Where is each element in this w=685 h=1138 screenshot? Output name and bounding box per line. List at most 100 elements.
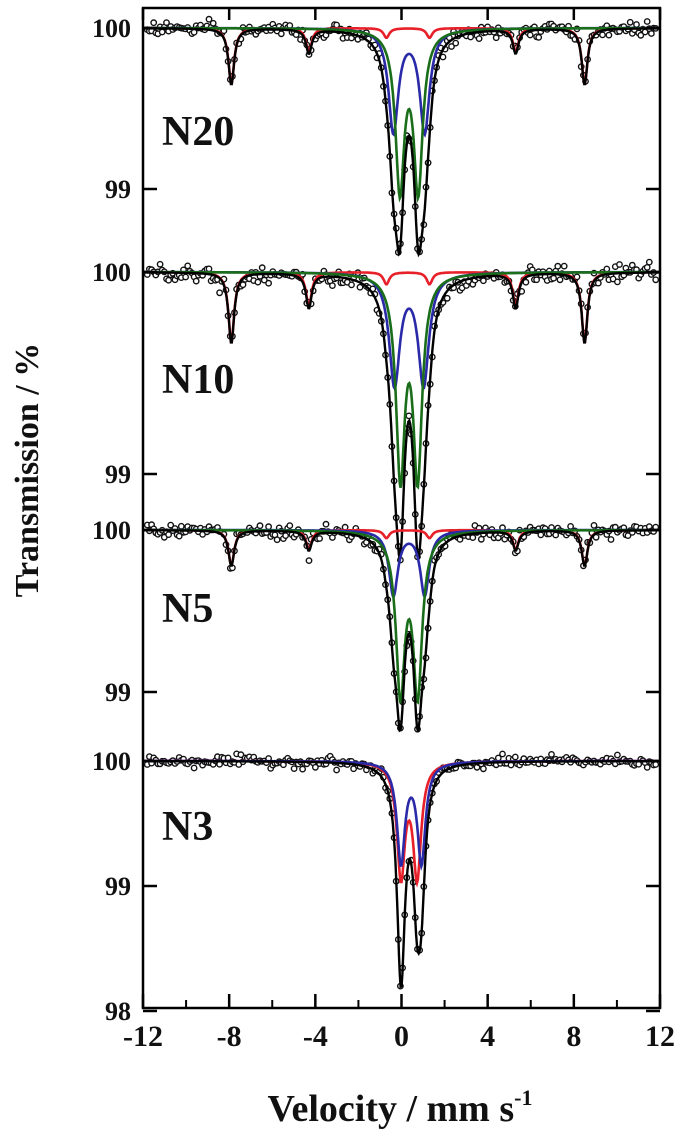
- data-point: [645, 258, 653, 266]
- data-point: [156, 260, 164, 268]
- data-point: [265, 279, 272, 287]
- data-point: [554, 262, 562, 270]
- data-point: [614, 278, 621, 286]
- data-point: [550, 274, 557, 282]
- data-point: [182, 273, 190, 281]
- data-point: [479, 765, 487, 773]
- data-point: [333, 766, 340, 774]
- data-point: [469, 534, 477, 541]
- panel-label: N20: [162, 109, 234, 155]
- data-point: [311, 763, 319, 771]
- data-point: [605, 31, 613, 39]
- y-tick-label: 100: [92, 258, 131, 287]
- total-fit-curve: [143, 759, 660, 989]
- plot-frame: [141, 6, 662, 1010]
- data-point: [448, 43, 455, 50]
- data-point: [552, 531, 560, 539]
- data-point: [177, 522, 185, 530]
- data-point: [603, 265, 611, 273]
- data-point: [192, 277, 200, 285]
- x-tick-label: 4: [480, 1020, 495, 1053]
- data-point: [535, 34, 543, 41]
- data-point: [184, 262, 192, 270]
- data-point: [475, 35, 483, 42]
- data-point: [556, 276, 564, 284]
- data-point: [205, 265, 213, 273]
- data-point: [150, 19, 158, 27]
- data-point: [499, 750, 506, 758]
- data-point: [282, 532, 289, 539]
- data-point: [265, 523, 272, 531]
- y-tick-label: 99: [105, 460, 131, 489]
- y-tick-label: 100: [92, 14, 131, 43]
- x-axis-label: Velocity / mm s-1: [268, 1085, 533, 1130]
- panel-label: N5: [162, 586, 213, 632]
- data-point: [537, 531, 545, 539]
- data-point: [254, 278, 262, 286]
- y-tick-label: 99: [105, 872, 131, 901]
- data-point: [316, 535, 323, 542]
- data-point: [290, 765, 298, 772]
- data-point: [648, 30, 655, 37]
- data-point: [356, 283, 364, 291]
- doublet-2-fit-curve: [143, 270, 660, 490]
- data-point: [348, 281, 355, 289]
- data-point: [167, 521, 175, 529]
- data-point: [590, 522, 598, 529]
- data-point: [443, 294, 451, 302]
- data-point: [633, 21, 640, 28]
- y-tick-label: 100: [92, 516, 131, 545]
- data-points: [143, 750, 660, 990]
- data-point: [643, 18, 651, 25]
- data-point: [548, 751, 555, 758]
- data-point: [258, 264, 266, 272]
- x-tick-label: 8: [566, 1020, 581, 1053]
- panel-n5: 99 100 N5: [92, 516, 660, 733]
- data-point: [299, 765, 306, 773]
- data-point: [616, 261, 623, 268]
- x-axis-label-superscript: -1: [514, 1085, 532, 1110]
- data-point: [511, 753, 519, 761]
- panel-n3: 98 99 100 N3: [92, 747, 660, 1026]
- x-tick-label: -4: [303, 1020, 328, 1053]
- data-point: [277, 30, 285, 38]
- data-point: [165, 276, 173, 284]
- data-point: [522, 278, 530, 286]
- data-point: [533, 276, 540, 284]
- data-point: [286, 522, 294, 529]
- data-point: [643, 263, 651, 271]
- data-point: [492, 34, 500, 42]
- data-point: [479, 277, 487, 285]
- data-point: [614, 751, 621, 759]
- data-point: [594, 279, 602, 287]
- y-axis-label: Transmission / %: [9, 343, 46, 597]
- y-tick-label: 99: [105, 678, 131, 707]
- data-point: [526, 31, 534, 39]
- data-point: [405, 412, 413, 420]
- data-point: [607, 536, 615, 543]
- x-tick-label: 12: [645, 1020, 675, 1053]
- doublet-1-fit-curve: [143, 759, 660, 872]
- data-point: [175, 532, 183, 540]
- doublet-2-fit-curve: [143, 528, 660, 705]
- data-point: [239, 281, 247, 289]
- total-fit-curve: [143, 529, 660, 733]
- panel-n10: 99 100 N10: [92, 258, 660, 564]
- panel-label: N10: [162, 357, 234, 403]
- data-point: [322, 520, 330, 528]
- data-point: [467, 33, 474, 41]
- y-tick-label: 100: [92, 747, 131, 776]
- data-point: [573, 273, 581, 281]
- data-point: [652, 276, 660, 284]
- data-point: [599, 31, 606, 39]
- data-point: [643, 764, 651, 771]
- total-fit-curve: [143, 27, 660, 258]
- x-axis: -12 -8 -4 0 4 8 12: [123, 8, 675, 1053]
- data-point: [452, 39, 460, 47]
- data-point: [237, 751, 245, 759]
- y-tick-label: 98: [105, 997, 131, 1026]
- total-fit-curve: [143, 271, 660, 561]
- data-point: [205, 15, 213, 23]
- data-point: [560, 262, 568, 270]
